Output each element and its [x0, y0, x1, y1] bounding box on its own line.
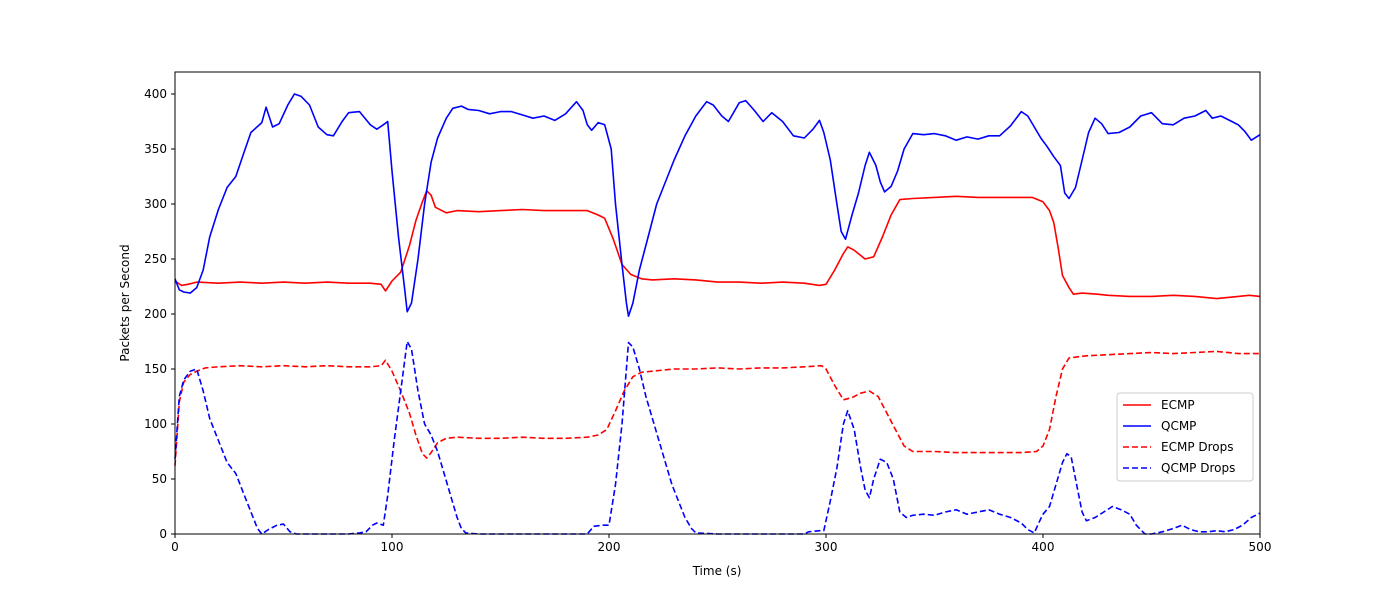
y-tick-label: 200: [144, 307, 167, 321]
y-tick-label: 250: [144, 252, 167, 266]
y-tick-label: 0: [159, 527, 167, 541]
series-line-ecmp: [174, 190, 1261, 300]
x-axis: 0 100 200 300 400 500: [171, 534, 1271, 554]
y-tick-label: 300: [144, 197, 167, 211]
y-axis-label: Packets per Second: [118, 244, 132, 361]
plot-frame: [174, 71, 1261, 535]
legend: ECMP QCMP ECMP Drops QCMP Drops: [1116, 392, 1254, 482]
x-tick-label: 400: [1032, 540, 1055, 554]
series-line-qcmp: [174, 93, 1261, 317]
legend-label-qcmp: QCMP: [1161, 419, 1196, 433]
y-axis: 0 50 100 150 200 250 300 350 400: [144, 87, 175, 541]
series-line-ecmp-drops: [174, 350, 1260, 466]
legend-label-ecmp: ECMP: [1161, 398, 1195, 412]
y-tick-label: 350: [144, 142, 167, 156]
legend-box: [1116, 392, 1254, 482]
legend-label-ecmp-drops: ECMP Drops: [1161, 440, 1234, 454]
x-tick-label: 300: [815, 540, 838, 554]
x-tick-label: 100: [381, 540, 404, 554]
x-tick-label: 500: [1249, 540, 1272, 554]
legend-label-qcmp-drops: QCMP Drops: [1161, 461, 1235, 475]
y-tick-label: 50: [152, 472, 167, 486]
x-axis-label: Time (s): [692, 564, 742, 578]
series-layer: [174, 93, 1261, 535]
y-tick-label: 400: [144, 87, 167, 101]
y-tick-label: 100: [144, 417, 167, 431]
y-tick-label: 150: [144, 362, 167, 376]
x-tick-label: 0: [171, 540, 179, 554]
x-tick-label: 200: [598, 540, 621, 554]
